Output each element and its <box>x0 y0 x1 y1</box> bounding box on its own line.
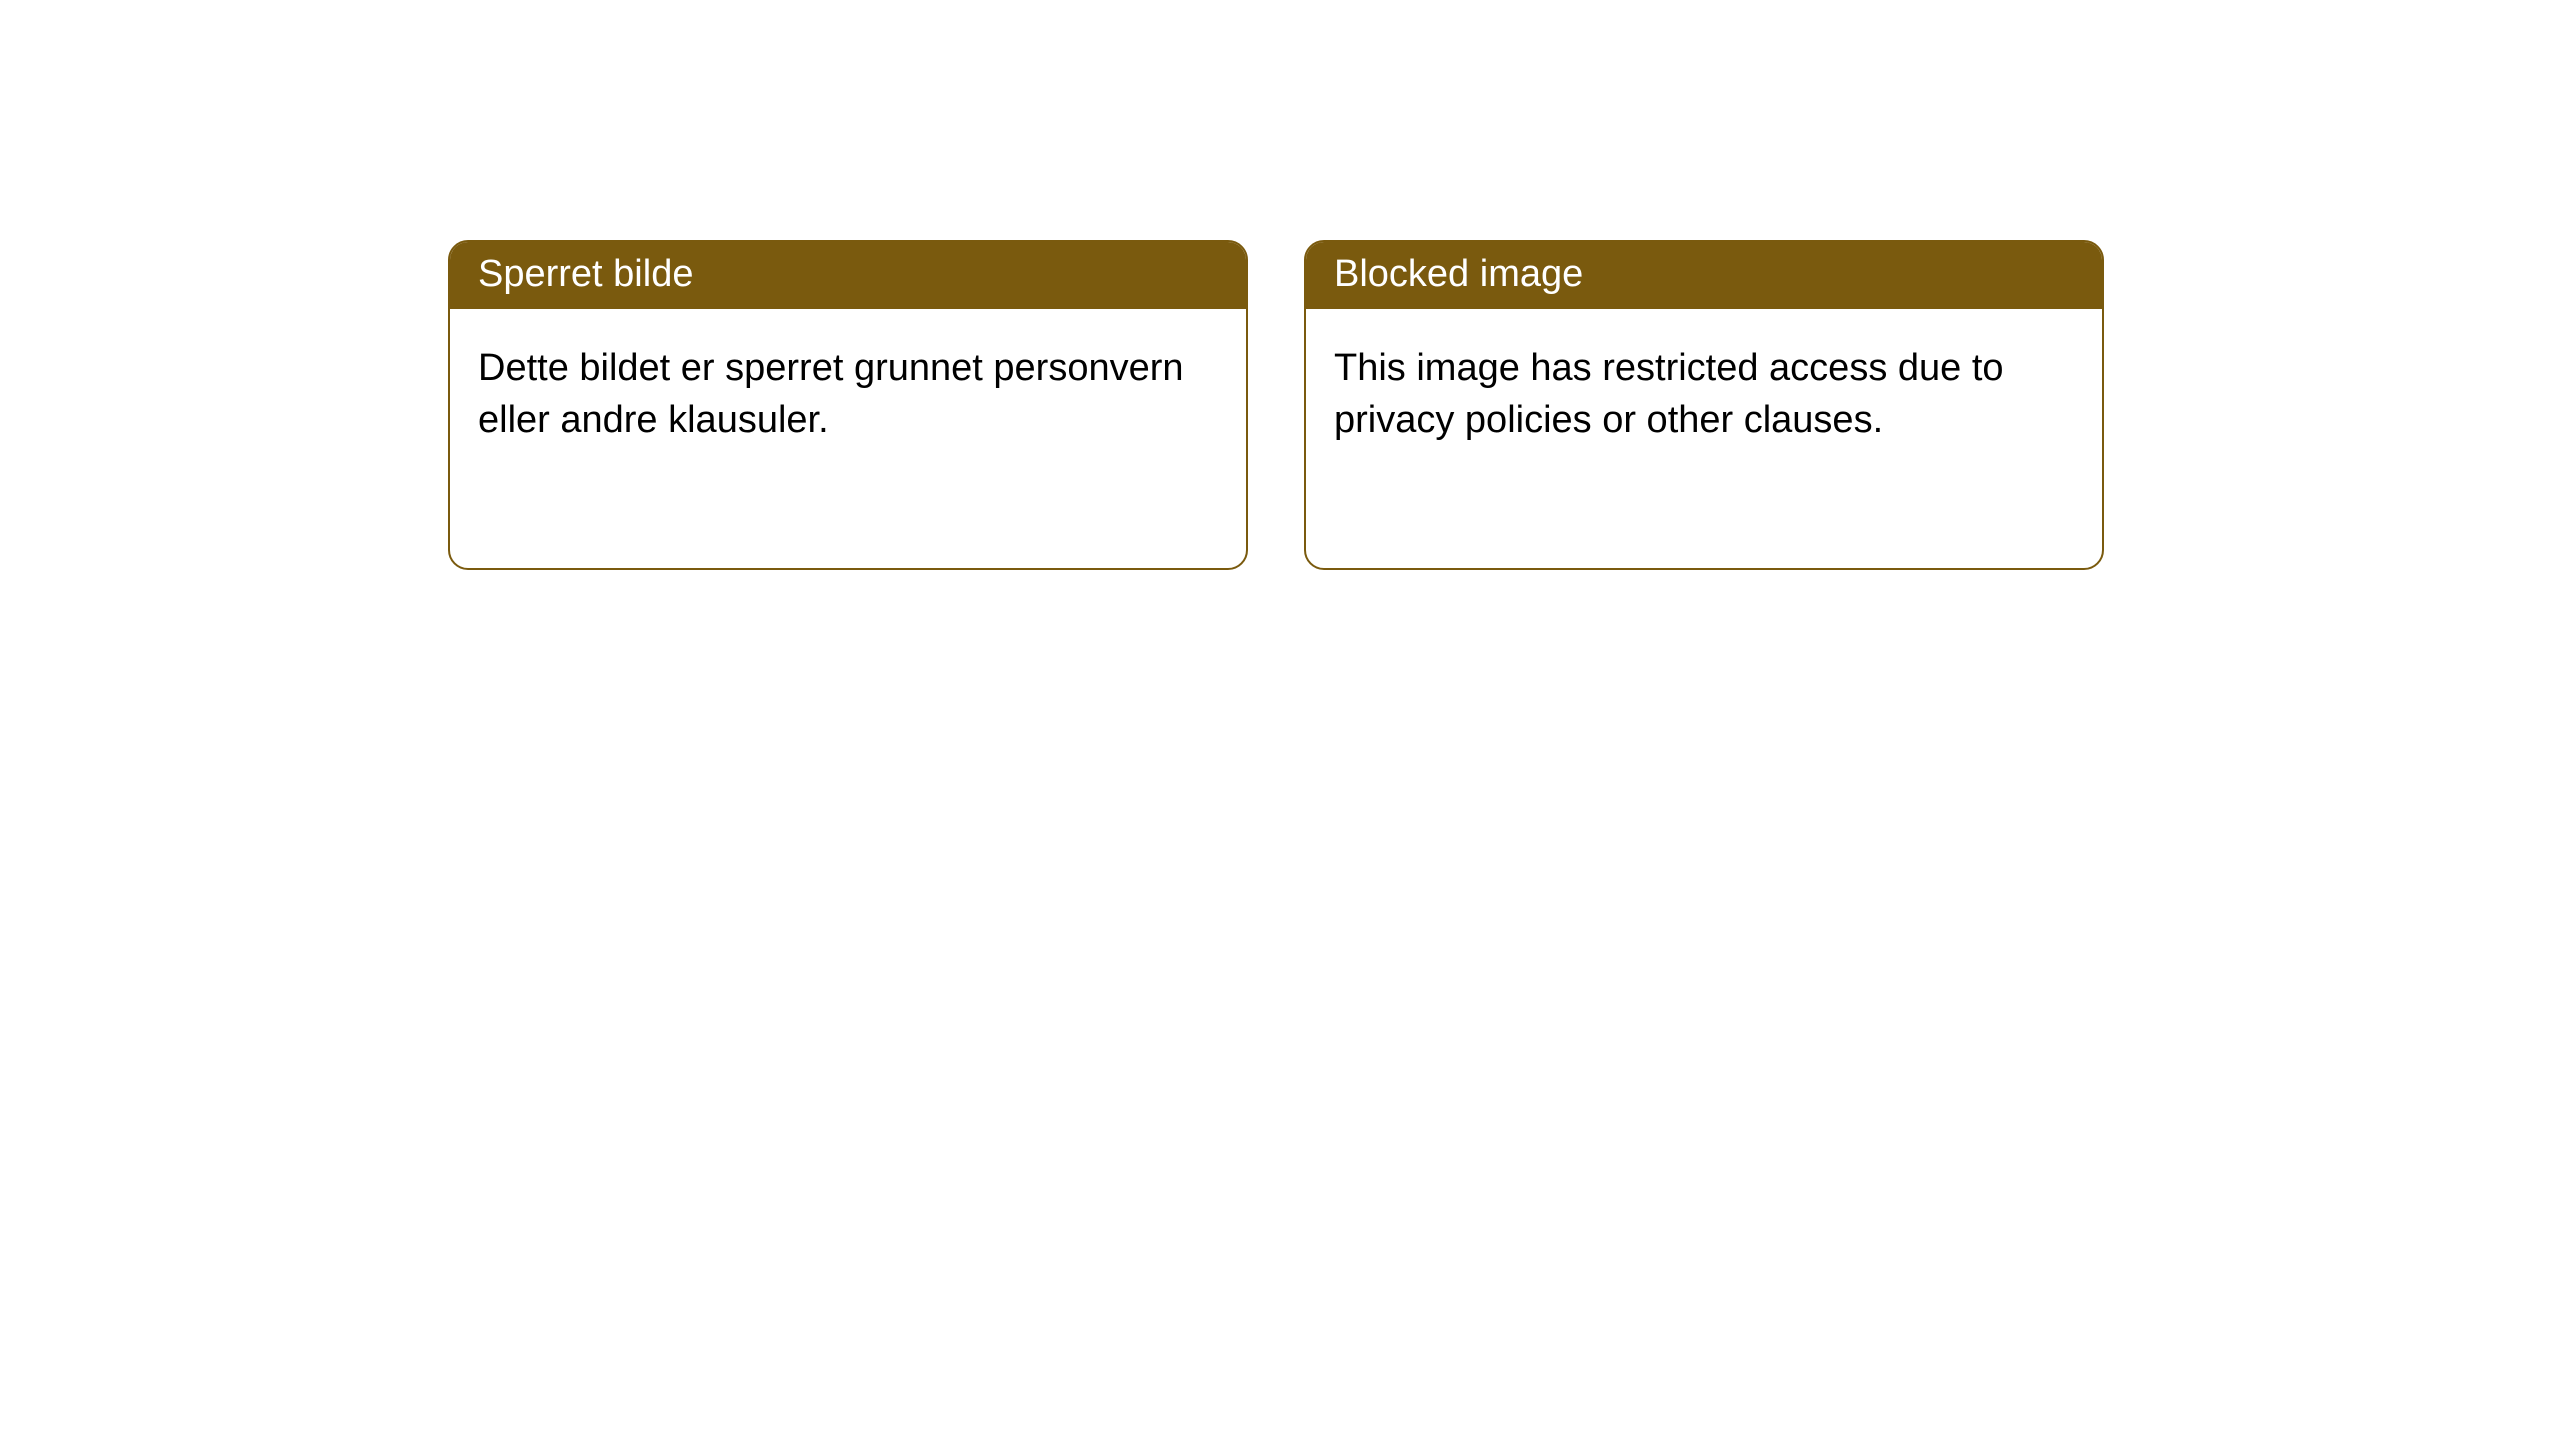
card-body: This image has restricted access due to … <box>1306 309 2102 480</box>
card-title: Sperret bilde <box>478 253 693 295</box>
card-header: Sperret bilde <box>450 242 1246 309</box>
card-body: Dette bildet er sperret grunnet personve… <box>450 309 1246 480</box>
card-title: Blocked image <box>1334 253 1583 295</box>
blocked-image-card-en: Blocked image This image has restricted … <box>1304 240 2104 570</box>
blocked-image-card-no: Sperret bilde Dette bildet er sperret gr… <box>448 240 1248 570</box>
card-message: Dette bildet er sperret grunnet personve… <box>478 347 1184 440</box>
card-header: Blocked image <box>1306 242 2102 309</box>
card-message: This image has restricted access due to … <box>1334 347 2004 440</box>
notice-container: Sperret bilde Dette bildet er sperret gr… <box>0 0 2560 570</box>
